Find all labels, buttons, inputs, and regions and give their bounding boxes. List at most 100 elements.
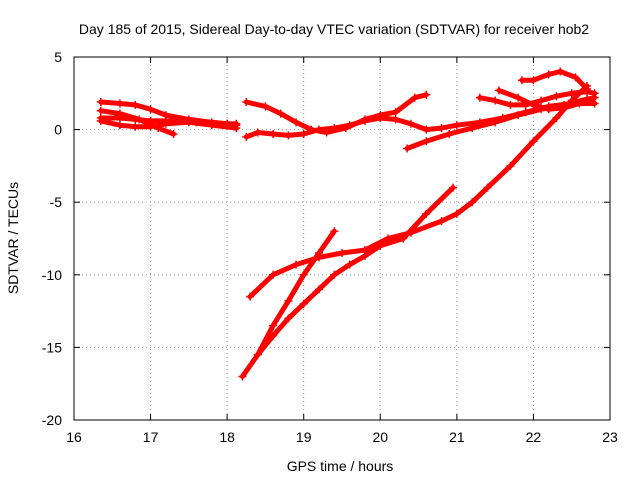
x-tick-label: 17 [143, 429, 159, 445]
data-point [514, 93, 523, 102]
data-point [506, 161, 515, 170]
data-point [330, 270, 339, 279]
data-series [96, 67, 599, 381]
chart-title: Day 185 of 2015, Sidereal Day-to-day VTE… [79, 21, 589, 37]
data-point [556, 67, 565, 76]
data-point [391, 115, 400, 124]
data-point [253, 350, 262, 359]
x-axis-label: GPS time / hours [287, 458, 394, 474]
data-point [246, 292, 255, 301]
data-point [184, 118, 193, 127]
data-point [115, 121, 124, 130]
series-trace [247, 83, 590, 300]
data-point [292, 118, 301, 127]
y-tick-label: 5 [54, 49, 62, 65]
data-point [146, 105, 155, 114]
series-13 [517, 67, 592, 93]
data-point [345, 260, 354, 269]
data-point [330, 124, 339, 133]
data-point [96, 116, 105, 125]
y-tick-label: 0 [54, 122, 62, 138]
y-tick-label: -20 [42, 412, 62, 428]
data-point [552, 92, 561, 101]
y-axis-label: SDTVAR / TECUs [5, 182, 21, 294]
data-point [445, 129, 454, 138]
data-point [491, 118, 500, 127]
data-point [284, 314, 293, 323]
data-point [242, 132, 251, 141]
data-point [437, 124, 446, 133]
x-tick-label: 23 [602, 429, 618, 445]
data-point [544, 70, 553, 79]
data-point [575, 99, 584, 108]
data-point [422, 137, 431, 146]
data-point [345, 121, 354, 130]
data-point [422, 209, 431, 218]
data-point [115, 99, 124, 108]
data-point [410, 93, 419, 102]
data-point [284, 296, 293, 305]
x-tick-label: 18 [219, 429, 235, 445]
data-point [571, 73, 580, 82]
data-point [422, 90, 431, 99]
data-point [360, 116, 369, 125]
data-point [494, 86, 503, 95]
data-point [422, 125, 431, 134]
data-point [131, 122, 140, 131]
data-point [299, 129, 308, 138]
series-8 [238, 183, 458, 381]
data-point [269, 129, 278, 138]
y-tick-label: -10 [42, 267, 62, 283]
data-point [269, 321, 278, 330]
data-point [391, 108, 400, 117]
data-point [315, 285, 324, 294]
data-point [449, 183, 458, 192]
x-tick-label: 16 [66, 429, 82, 445]
data-point [529, 137, 538, 146]
data-point [238, 372, 247, 381]
data-point [292, 260, 301, 269]
data-point [590, 89, 599, 98]
data-point [315, 249, 324, 258]
data-point [96, 106, 105, 115]
data-point [406, 119, 415, 128]
series-trace [240, 185, 456, 379]
data-point [583, 84, 592, 93]
data-point [253, 128, 262, 137]
series-9 [253, 227, 339, 359]
data-point [338, 249, 346, 258]
data-point [96, 98, 105, 107]
data-point [242, 98, 251, 107]
data-point [491, 96, 500, 105]
y-tick-label: -5 [50, 194, 63, 210]
series-7 [246, 82, 592, 301]
axis-ticks: 16 17 18 19 20 21 22 23 -20 -15 -10 -5 0 5 [42, 49, 618, 445]
series-4 [96, 116, 241, 133]
data-point [115, 113, 124, 122]
data-point [207, 121, 216, 130]
x-tick-label: 20 [372, 429, 388, 445]
data-point [567, 89, 576, 98]
data-point [437, 217, 446, 226]
data-point [169, 129, 178, 138]
data-point [506, 100, 515, 109]
data-point [529, 100, 538, 109]
data-point [131, 115, 140, 124]
data-point [403, 144, 412, 153]
data-point [544, 105, 553, 114]
data-point [330, 227, 339, 236]
data-point [299, 270, 308, 279]
y-tick-label: -15 [42, 339, 62, 355]
x-tick-label: 22 [526, 429, 542, 445]
data-point [360, 251, 369, 260]
series-trace [243, 92, 429, 135]
data-point [468, 124, 477, 133]
data-point [452, 209, 461, 218]
data-point [517, 76, 526, 85]
data-point [299, 299, 308, 308]
data-point [537, 96, 546, 105]
data-point [376, 113, 385, 122]
plot-frame [73, 56, 611, 421]
data-point [315, 125, 324, 134]
